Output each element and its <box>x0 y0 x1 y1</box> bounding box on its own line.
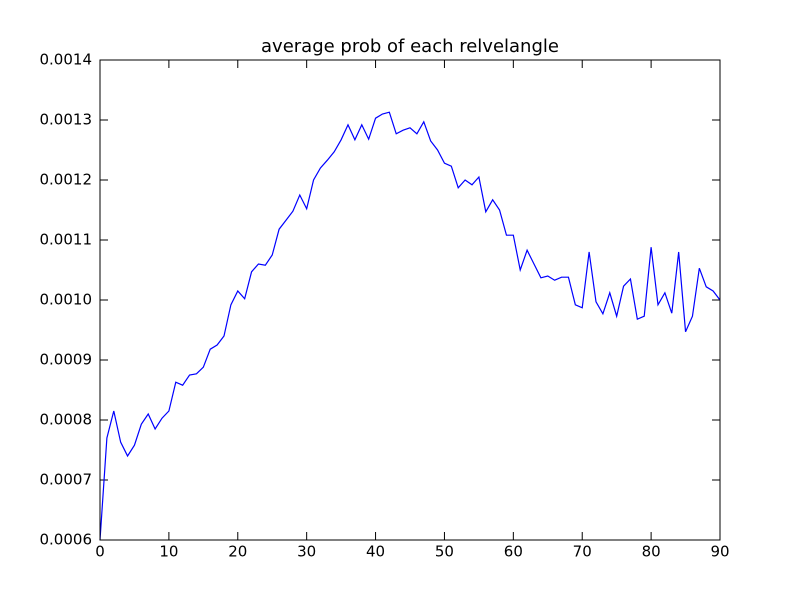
x-tick-label: 40 <box>366 543 385 561</box>
x-tick-label: 0 <box>95 543 105 561</box>
x-tick-label: 50 <box>435 543 454 561</box>
y-tick-label: 0.0011 <box>40 231 93 249</box>
x-tick-label: 60 <box>504 543 523 561</box>
x-tick-label: 80 <box>642 543 661 561</box>
y-tick-label: 0.0012 <box>40 171 93 189</box>
y-tick-label: 0.0006 <box>40 531 93 549</box>
plot-frame <box>99 59 721 541</box>
x-tick-label: 30 <box>297 543 316 561</box>
y-tick-label: 0.0013 <box>40 111 93 129</box>
x-tick-label: 10 <box>159 543 178 561</box>
x-tick-label: 20 <box>228 543 247 561</box>
y-tick-label: 0.0014 <box>40 51 93 69</box>
chart-title: average prob of each relvelangle <box>261 36 559 57</box>
x-tick-label: 70 <box>573 543 592 561</box>
y-tick-label: 0.0009 <box>40 351 93 369</box>
x-tick-label: 90 <box>710 543 729 561</box>
y-tick-label: 0.0007 <box>40 471 93 489</box>
data-line <box>99 111 721 541</box>
y-tick-label: 0.0008 <box>40 411 93 429</box>
y-tick-label: 0.0010 <box>40 291 93 309</box>
